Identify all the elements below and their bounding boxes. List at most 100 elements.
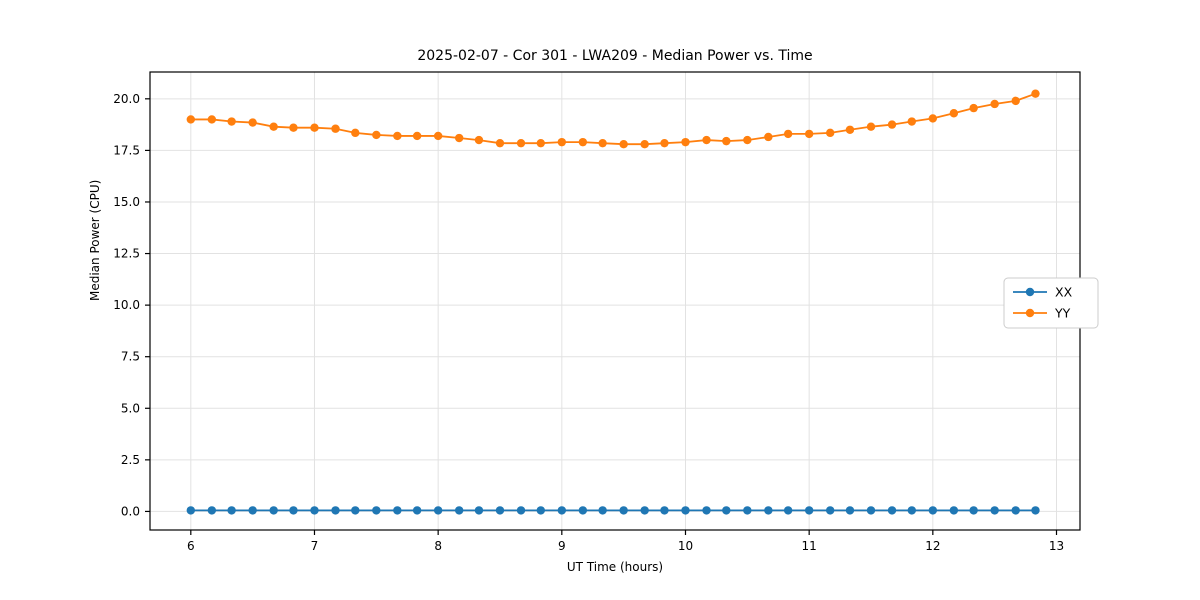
series-marker-yy	[269, 122, 278, 131]
x-tick-label: 8	[434, 539, 442, 553]
series-marker-yy	[887, 120, 897, 129]
y-tick-label: 7.5	[121, 350, 140, 364]
series-marker-yy	[186, 115, 196, 124]
series-marker-xx	[990, 506, 999, 515]
series-marker-yy	[845, 125, 855, 134]
series-marker-yy	[495, 138, 505, 148]
series-marker-xx	[1011, 506, 1020, 515]
series-marker-yy	[412, 131, 422, 141]
y-tick-label: 15.0	[113, 195, 140, 209]
chart-title: 2025-02-07 - Cor 301 - LWA209 - Median P…	[417, 48, 813, 64]
series-marker-yy	[969, 103, 978, 113]
series-marker-yy	[949, 109, 959, 118]
series-marker-yy	[536, 138, 545, 148]
series-marker-yy	[331, 124, 340, 133]
series-marker-yy	[1031, 89, 1040, 98]
legend-box	[1003, 277, 1099, 329]
series-marker-xx	[393, 506, 402, 515]
series-marker-xx	[557, 506, 567, 515]
x-tick-label: 13	[1049, 539, 1064, 553]
series-marker-xx	[536, 506, 545, 515]
x-axis-label: UT Time (hours)	[566, 560, 664, 574]
series-marker-xx	[845, 506, 855, 515]
series-marker-yy	[681, 137, 690, 147]
legend-label-xx: XX	[1055, 285, 1073, 300]
x-tick-label: 6	[187, 539, 195, 553]
series-marker-yy	[804, 129, 814, 139]
series-marker-xx	[1031, 506, 1040, 515]
series-marker-xx	[783, 506, 793, 515]
series-marker-xx	[227, 506, 236, 515]
series-marker-xx	[331, 506, 340, 515]
series-marker-xx	[578, 506, 588, 515]
y-tick-label: 0.0	[121, 504, 140, 518]
y-tick-label: 10.0	[113, 298, 140, 312]
series-marker-xx	[949, 506, 959, 515]
series-marker-xx	[248, 506, 257, 515]
series-marker-yy	[743, 135, 752, 145]
series-marker-yy	[351, 128, 360, 138]
series-marker-xx	[289, 506, 298, 515]
series-marker-yy	[990, 99, 999, 109]
series-marker-yy	[640, 140, 649, 149]
x-tick-label: 12	[925, 539, 940, 553]
series-marker-yy	[207, 115, 217, 124]
y-tick-label: 17.5	[113, 143, 140, 157]
series-marker-xx	[495, 506, 505, 515]
series-marker-yy	[764, 132, 773, 142]
series-marker-yy	[928, 114, 938, 123]
series-marker-xx	[269, 506, 278, 515]
series-marker-yy	[289, 123, 298, 132]
series-marker-xx	[372, 506, 381, 515]
series-marker-xx	[887, 506, 897, 515]
series-marker-xx	[598, 506, 607, 515]
y-tick-label: 20.0	[113, 92, 140, 106]
series-marker-xx	[702, 506, 711, 515]
series-marker-xx	[722, 506, 731, 515]
series-marker-xx	[969, 506, 978, 515]
series-marker-xx	[619, 506, 628, 515]
series-marker-yy	[783, 129, 793, 139]
legend-marker-yy	[1025, 308, 1035, 318]
series-marker-xx	[310, 506, 319, 515]
x-tick-label: 7	[311, 539, 319, 553]
series-marker-yy	[474, 135, 484, 145]
y-tick-label: 5.0	[121, 401, 140, 415]
series-marker-yy	[825, 128, 835, 138]
series-marker-xx	[660, 506, 669, 515]
series-marker-xx	[186, 506, 196, 515]
series-marker-xx	[640, 506, 649, 515]
series-marker-xx	[412, 506, 422, 515]
series-marker-xx	[454, 506, 464, 515]
series-marker-yy	[248, 118, 257, 127]
series-marker-yy	[722, 136, 731, 146]
series-marker-xx	[866, 506, 876, 515]
series-marker-yy	[578, 137, 588, 147]
series-marker-yy	[454, 133, 464, 143]
series-marker-yy	[1011, 96, 1020, 106]
series-marker-yy	[660, 138, 669, 148]
series-marker-yy	[516, 138, 526, 148]
legend-marker-xx	[1025, 287, 1035, 297]
series-marker-xx	[825, 506, 835, 515]
series-marker-yy	[866, 122, 876, 131]
series-marker-yy	[598, 138, 607, 148]
x-tick-label: 9	[558, 539, 566, 553]
y-tick-label: 2.5	[121, 453, 140, 467]
series-marker-yy	[372, 130, 381, 140]
x-tick-label: 10	[678, 539, 693, 553]
series-marker-xx	[681, 506, 690, 515]
series-marker-yy	[227, 117, 236, 126]
series-marker-xx	[804, 506, 814, 515]
series-marker-yy	[393, 131, 402, 141]
x-tick-label: 11	[802, 539, 817, 553]
series-marker-yy	[433, 131, 443, 141]
series-marker-xx	[907, 506, 917, 515]
series-marker-xx	[764, 506, 773, 515]
series-marker-yy	[702, 135, 711, 145]
series-marker-xx	[351, 506, 360, 515]
series-marker-yy	[310, 123, 319, 132]
legend-label-yy: YY	[1054, 306, 1071, 321]
